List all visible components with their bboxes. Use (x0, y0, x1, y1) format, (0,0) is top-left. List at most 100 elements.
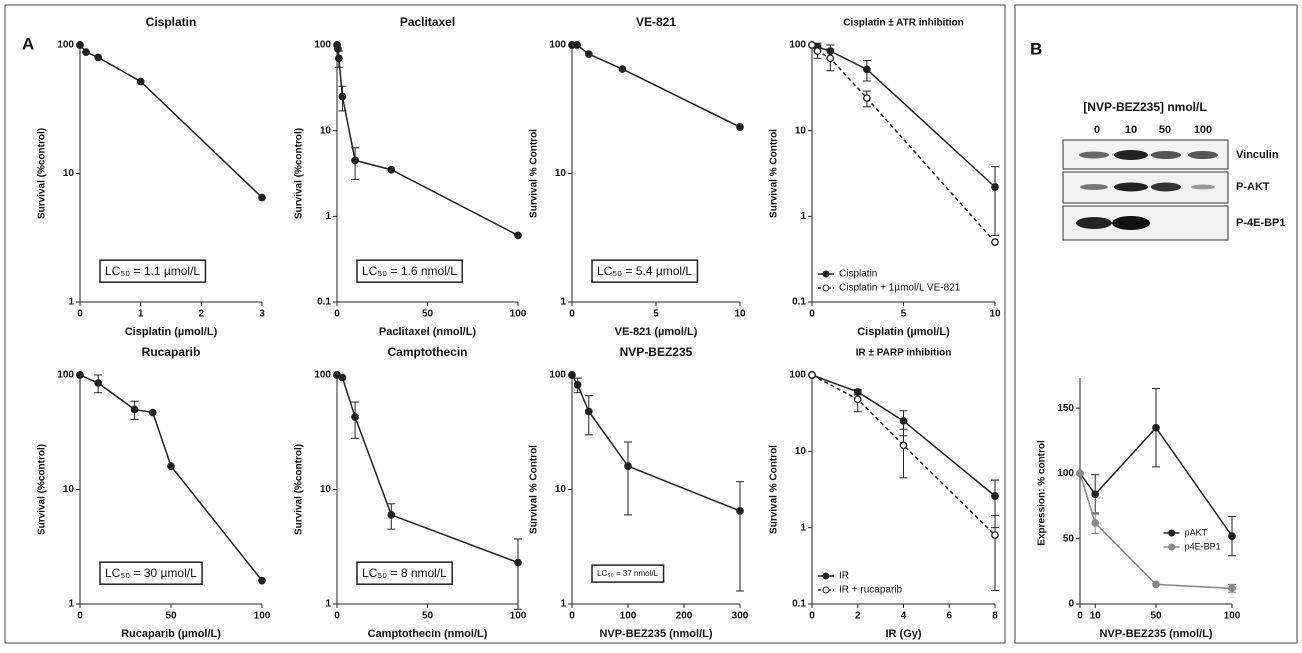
chart-title: Paclitaxel (400, 15, 455, 29)
lane-label: 10 (1125, 124, 1137, 136)
y-tick-label: 1 (68, 599, 74, 610)
blot-row-label: P-4E-BP1 (1236, 217, 1286, 229)
data-point (352, 414, 358, 420)
y-tick-label: 100 (314, 370, 331, 381)
data-point (809, 372, 815, 378)
y-axis-label: Survival % Control (769, 129, 780, 218)
data-point (1153, 425, 1159, 431)
data-point (900, 442, 906, 448)
x-tick-label: 10 (734, 309, 746, 320)
x-tick-label: 200 (676, 611, 693, 622)
legend-label: Cisplatin (839, 269, 877, 280)
y-axis-label: Survival % Control (529, 129, 540, 218)
x-tick-label: 1 (138, 309, 144, 320)
chart-title: Rucaparib (142, 345, 201, 359)
data-point (1229, 533, 1235, 539)
x-tick-label: 10 (989, 309, 1001, 320)
y-tick-label: 10 (555, 168, 567, 179)
y-tick-label: 10 (795, 446, 807, 457)
blot-title: [NVP-BEZ235] nmol/L (1083, 100, 1206, 114)
x-axis-label: Rucaparib (µmol/L) (121, 628, 221, 640)
lane-label: 100 (1194, 124, 1212, 136)
chart-title: VE-821 (636, 15, 676, 29)
y-axis-label: Expression: % control (1037, 440, 1048, 546)
data-point (864, 95, 870, 101)
series-line (80, 45, 262, 198)
y-tick-label: 100 (789, 370, 806, 381)
data-point (515, 232, 521, 238)
lane-label: 50 (1159, 124, 1171, 136)
data-point (77, 42, 83, 48)
y-axis-label: Survival (%control) (294, 444, 305, 535)
y-axis-label: Survival % Control (769, 445, 780, 534)
data-point (1092, 491, 1098, 497)
x-tick-label: 5 (901, 309, 907, 320)
series-line (337, 45, 518, 235)
figure: A B [NVP-BEZ235] nmol/L 0 10 50 100 Vinc… (0, 0, 1302, 648)
x-tick-label: 100 (620, 611, 637, 622)
x-tick-label: 100 (510, 309, 527, 320)
annotation: LC₅₀ = 1.1 µmol/L (105, 264, 200, 278)
x-tick-label: 2 (199, 309, 205, 320)
data-point (625, 463, 631, 469)
y-tick-label: 100 (314, 40, 331, 51)
x-tick-label: 8 (992, 611, 998, 622)
panel-label: A (22, 34, 34, 53)
y-tick-label: 0 (1068, 599, 1074, 610)
data-point (83, 49, 89, 55)
data-point (992, 532, 998, 538)
annotation: LC₅₀ = 1.6 nmol/L (362, 264, 457, 278)
data-point (619, 66, 625, 72)
x-axis-label: NVP-BEZ235 (nmol/L) (1099, 628, 1212, 640)
chart-title: Cisplatin (146, 15, 197, 29)
series-line (572, 45, 740, 127)
y-axis-label: Survival (%control) (37, 444, 48, 535)
x-tick-label: 0 (569, 611, 575, 622)
data-point (137, 78, 143, 84)
data-point (855, 396, 861, 402)
data-point (388, 512, 394, 518)
y-tick-label: 10 (63, 168, 75, 179)
y-tick-label: 100 (549, 370, 566, 381)
y-tick-label: 1 (800, 211, 806, 222)
y-axis-label: Survival % Control (529, 445, 540, 534)
data-point (339, 374, 345, 380)
data-point (335, 46, 341, 52)
x-tick-label: 6 (946, 611, 952, 622)
x-tick-label: 0 (77, 611, 83, 622)
legend-label: IR + rucaparib (839, 585, 903, 596)
data-point (1077, 470, 1083, 476)
x-tick-label: 2 (855, 611, 861, 622)
panel-label: B (1030, 39, 1042, 58)
data-point (95, 380, 101, 386)
y-tick-label: 0.1 (792, 599, 806, 610)
x-tick-label: 0 (77, 309, 83, 320)
data-point (586, 408, 592, 414)
annotation: LC₅₀ = 30 µmol/L (105, 566, 197, 580)
legend-label: Cisplatin + 1µmol/L VE-821 (839, 283, 961, 294)
y-tick-label: 1 (325, 211, 331, 222)
legend-label: pAKT (1185, 527, 1208, 537)
x-tick-label: 5 (653, 309, 659, 320)
legend-marker (823, 573, 829, 579)
y-tick-label: 1 (325, 599, 331, 610)
legend-label: p4E-BP1 (1185, 541, 1221, 551)
x-axis-label: Camptothecin (nmol/L) (368, 628, 488, 640)
series-line (812, 45, 995, 187)
blot-row-label: Vinculin (1236, 149, 1279, 161)
x-tick-label: 50 (1150, 611, 1162, 622)
data-point (1153, 581, 1159, 587)
panel-a-frame (5, 5, 1005, 643)
x-axis-label: IR (Gy) (885, 628, 921, 640)
x-tick-label: 300 (732, 611, 749, 622)
x-tick-label: 100 (254, 611, 271, 622)
data-point (992, 239, 998, 245)
x-tick-label: 0 (334, 309, 340, 320)
data-point (259, 577, 265, 583)
y-tick-label: 100 (549, 40, 566, 51)
series-line (80, 375, 262, 581)
x-axis-label: Cisplatin (µmol/L) (857, 326, 950, 338)
data-point (992, 184, 998, 190)
series-line (337, 375, 518, 563)
chart-title: Camptothecin (387, 345, 467, 359)
